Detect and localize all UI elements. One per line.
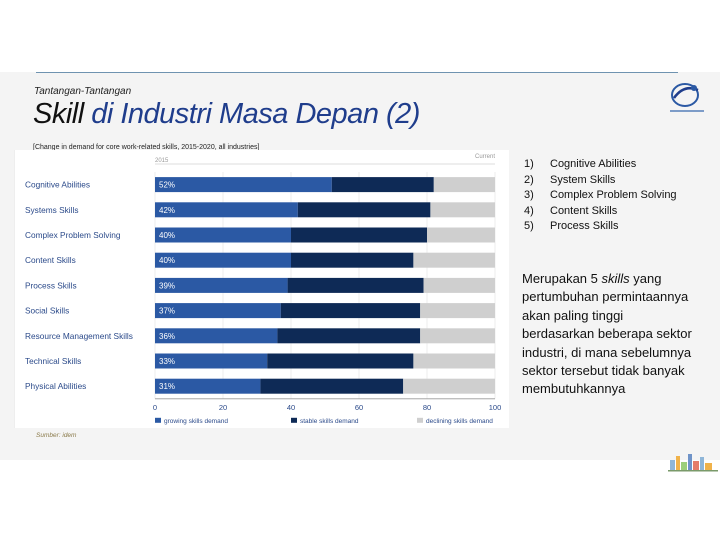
bar-segment-declining (423, 277, 495, 293)
bar-segment-stable (277, 328, 421, 344)
bar-segment-stable (297, 202, 431, 218)
list-item: 3) Complex Problem Solving (524, 188, 704, 204)
bar-segment-stable (280, 303, 421, 319)
bar-data-label: 40% (159, 231, 175, 240)
category-label: Systems Skills (25, 205, 78, 215)
x-tick-label: 20 (219, 403, 227, 412)
period-start-label: 2015 (155, 158, 169, 164)
para-emphasis: skills (601, 271, 630, 286)
bar-data-label: 52% (159, 181, 175, 190)
bar-segment-stable (267, 353, 414, 369)
bar-data-label: 37% (159, 307, 175, 316)
list-text: Cognitive Abilities (550, 158, 637, 170)
bar-data-label: 33% (159, 357, 175, 366)
list-text: Content Skills (550, 204, 618, 217)
category-label: Cognitive Abilities (25, 180, 90, 190)
legend-label: stable skills demand (300, 418, 359, 425)
bar-segment-growing (155, 252, 291, 268)
institution-logo-icon (670, 83, 704, 112)
top-divider (36, 72, 678, 73)
legend-swatch (417, 417, 423, 423)
title-emphasis: Skill (33, 98, 84, 130)
category-label: Resource Management Skills (25, 331, 133, 341)
list-text: System Skills (550, 173, 616, 186)
para-text-1: Merupakan 5 (522, 271, 602, 286)
bar-segment-declining (433, 177, 495, 193)
city-skyline-icon (668, 454, 718, 472)
list-number: 4) (524, 204, 534, 217)
bar-segment-stable (287, 277, 424, 293)
bar-segment-stable (291, 252, 414, 268)
chart-caption: [Change in demand for core work-related … (33, 144, 260, 151)
skills-demand-chart: 2015 Current Cognitive Abilities 52% Systems… (14, 150, 509, 428)
bar-segment-growing (155, 328, 278, 344)
bar-segment-growing (155, 177, 332, 193)
bar-data-label: 39% (159, 281, 175, 290)
bar-segment-declining (413, 252, 495, 268)
list-item: 4) Content Skills (524, 204, 704, 220)
bar-segment-declining (420, 303, 495, 319)
x-tick-label: 0 (153, 403, 157, 412)
x-tick-label: 100 (489, 403, 502, 412)
bar-segment-declining (427, 227, 495, 243)
bar-segment-growing (155, 303, 281, 319)
bar-segment-growing (155, 353, 268, 369)
bar-segment-growing (155, 378, 261, 394)
list-number: 2) (524, 173, 534, 186)
legend-swatch (291, 417, 297, 423)
bar-segment-growing (155, 202, 298, 218)
bar-segment-growing (155, 227, 291, 243)
list-text: Process Skills (550, 220, 619, 232)
category-label: Process Skills (25, 280, 77, 290)
category-label: Physical Abilities (25, 381, 86, 391)
list-text: Complex Problem Solving (550, 189, 677, 201)
source-note: Sumber: idem (36, 432, 77, 439)
title-rest: di Industri Masa Depan (2) (83, 98, 420, 130)
top-skills-list: 1) Cognitive Abilities 2) System Skills 3)… (524, 157, 704, 235)
bar-segment-declining (430, 202, 495, 218)
bar-segment-growing (155, 277, 288, 293)
bar-data-label: 36% (159, 332, 175, 341)
x-tick-label: 60 (355, 403, 363, 412)
bar-segment-declining (413, 353, 495, 369)
legend-swatch (155, 417, 161, 423)
bar-data-label: 42% (159, 206, 175, 215)
para-text-2: yang pertumbuhan permintaannya akan pali… (522, 271, 692, 397)
category-label: Content Skills (25, 255, 76, 265)
legend-label: growing skills demand (164, 418, 228, 425)
category-label: Complex Problem Solving (25, 230, 121, 240)
list-number: 3) (524, 189, 534, 201)
slide-title: Skill di Industri Masa Depan (2) (33, 98, 420, 131)
chart-canvas: 2015 Current Cognitive Abilities 52% Systems… (25, 154, 502, 425)
explanation-paragraph: Merupakan 5 skills yang pertumbuhan perm… (522, 270, 692, 399)
category-label: Social Skills (25, 306, 69, 316)
bar-segment-declining (403, 378, 495, 394)
list-item: 5) Process Skills (524, 219, 704, 235)
list-number: 5) (524, 220, 534, 232)
bar-segment-stable (331, 177, 434, 193)
list-item: 2) System Skills (524, 173, 704, 189)
list-number: 1) (524, 158, 534, 170)
x-tick-label: 40 (287, 403, 295, 412)
slide-kicker: Tantangan-Tantangan (34, 86, 132, 97)
x-tick-label: 80 (423, 403, 431, 412)
legend-label: declining skills demand (426, 418, 493, 425)
bar-segment-declining (420, 328, 495, 344)
bar-segment-stable (291, 227, 427, 243)
bar-segment-stable (260, 378, 404, 394)
period-end-label: Current (475, 154, 495, 160)
bar-data-label: 40% (159, 256, 175, 265)
category-label: Technical Skills (25, 356, 81, 366)
list-item: 1) Cognitive Abilities (524, 157, 704, 173)
bar-data-label: 31% (159, 382, 175, 391)
